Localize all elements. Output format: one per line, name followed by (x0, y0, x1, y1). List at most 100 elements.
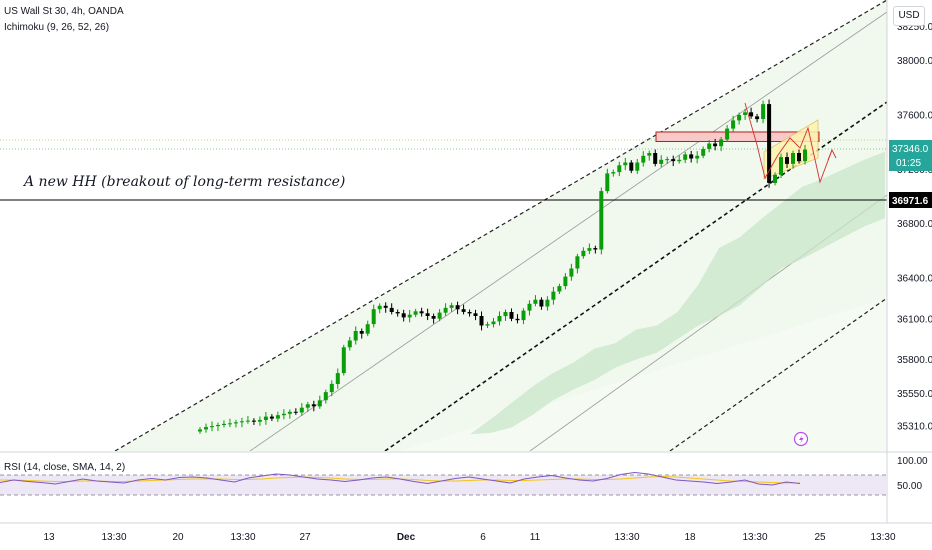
channel-upper-mid-line (249, 11, 887, 451)
time-tick-label: Dec (397, 532, 416, 543)
annotation-text: A new HH (breakout of long-term resistan… (22, 174, 345, 190)
projection-arrow (827, 148, 837, 161)
candle-body (287, 411, 292, 414)
drawing-zones (0, 119, 887, 201)
rsi-band (0, 475, 887, 495)
time-tick-label: 25 (814, 532, 826, 543)
candle-body (725, 128, 730, 140)
ichimoku-cloud-area (470, 151, 885, 435)
candle-body (551, 291, 556, 300)
channel-median-line (384, 101, 887, 451)
candle-body (749, 112, 754, 117)
candle-body (216, 425, 220, 427)
candle-body (665, 159, 670, 161)
candle-body (731, 120, 736, 129)
candle-body (239, 421, 244, 423)
candle-body (281, 413, 286, 416)
candle-body (467, 312, 472, 314)
candle-body (593, 248, 598, 250)
candle-body (677, 159, 682, 162)
flash-icon[interactable] (793, 431, 809, 447)
candle-body (803, 149, 807, 162)
candle-body (461, 309, 466, 312)
candle-body (557, 286, 562, 292)
candle-body (635, 162, 640, 171)
price-tick-label: 38250.0 (897, 22, 932, 33)
candle-body (353, 331, 358, 341)
candle-body (251, 420, 256, 422)
candle-body (443, 307, 448, 313)
candle-body (569, 268, 574, 277)
time-tick-label: 20 (172, 532, 184, 543)
candle-body (449, 305, 454, 308)
candle-body (222, 423, 226, 425)
channel-upper-fill (115, 0, 887, 451)
horizontal-line-value: 36971.6 (892, 196, 929, 207)
candle-body (521, 310, 526, 321)
candle-body (204, 427, 208, 430)
symbol-title[interactable]: US Wall St 30, 4h, OANDA (4, 6, 124, 17)
candle-body (785, 157, 789, 164)
time-tick-label: 18 (684, 532, 696, 543)
candle-body (389, 307, 394, 312)
candle-body (455, 305, 460, 310)
candle-body (341, 347, 346, 374)
candle-body (407, 314, 412, 318)
rsi-tick-label: 100.00 (897, 456, 928, 467)
candle-body (527, 303, 532, 311)
time-tick-label: 13 (43, 532, 55, 543)
candle-body (383, 305, 388, 308)
time-axis[interactable]: 13 13:30 20 13:30 27 Dec 6 11 13:30 18 13:30 25 13:3… (43, 532, 896, 543)
price-axis[interactable]: 38250.038000.037600.037200.036800.036400… (897, 22, 932, 432)
candle-body (683, 154, 688, 160)
resistance-zone (655, 131, 820, 142)
candle-body (228, 423, 232, 425)
ichimoku-legend[interactable]: Ichimoku (9, 26, 52, 26) (4, 22, 110, 33)
candle-body (761, 104, 766, 119)
candle-body (755, 116, 760, 120)
candle-body (365, 324, 370, 334)
candle-body (539, 299, 544, 307)
candle-body (515, 318, 520, 321)
candle-body (485, 324, 490, 326)
rsi-legend[interactable]: RSI (14, close, SMA, 14, 2) (4, 462, 126, 473)
candle-body (599, 191, 604, 250)
candle-body (653, 153, 658, 164)
candle-body (317, 400, 322, 407)
last-price-value: 37346.0 (892, 144, 929, 155)
time-tick-label: 13:30 (614, 532, 639, 543)
price-tick-label: 35800.0 (897, 355, 932, 366)
candle-body (767, 104, 772, 183)
candle-body (198, 429, 202, 432)
candle-body (713, 143, 718, 147)
time-tick-label: 6 (480, 532, 486, 543)
candle-body (275, 415, 280, 419)
candle-body (611, 172, 616, 174)
candle-body (743, 112, 748, 115)
candle-body (359, 331, 364, 334)
currency-button[interactable]: USD (893, 6, 925, 26)
price-tick-label: 36400.0 (897, 274, 932, 285)
candle-body (413, 311, 418, 315)
candles (198, 99, 807, 434)
horizontal-line-label: 36971.6 (889, 192, 932, 208)
candle-body (269, 416, 274, 419)
candle-body (419, 311, 424, 314)
candle-body (629, 162, 634, 171)
candle-body (623, 162, 628, 166)
rsi-line (0, 471, 801, 486)
time-tick-label: 27 (299, 532, 311, 543)
time-tick-label: 13:30 (870, 532, 895, 543)
candle-body (245, 420, 250, 422)
candle-body (719, 139, 724, 147)
candle-body (617, 165, 622, 173)
drawings (744, 102, 837, 184)
time-tick-label: 13:30 (742, 532, 767, 543)
ichimoku-cloud (470, 151, 885, 435)
candle-body (425, 313, 430, 316)
candle-body (347, 340, 352, 348)
channel-upper-line (114, 0, 887, 451)
countdown-timer: 01:25 (896, 158, 921, 169)
candle-body (791, 153, 795, 164)
